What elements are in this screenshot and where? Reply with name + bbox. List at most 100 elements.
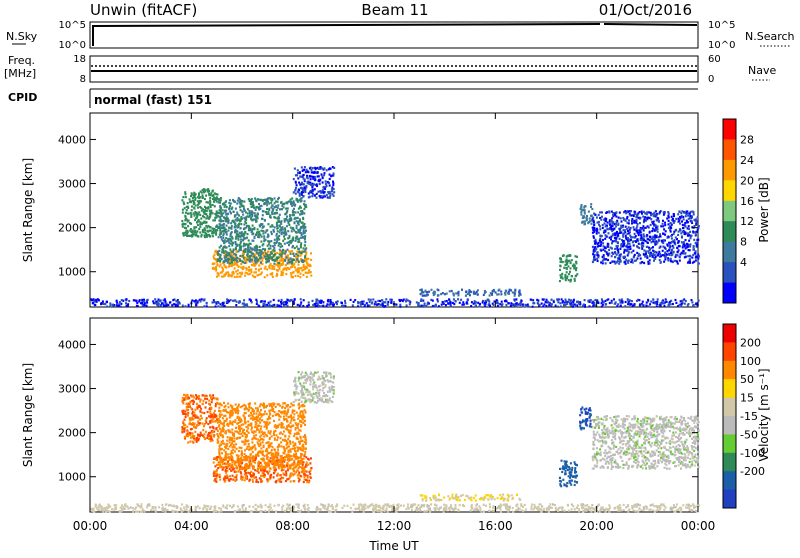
power-cell [437,300,439,302]
power-cell [273,263,275,265]
velocity-cell [146,506,148,508]
power-cell [612,253,614,255]
power-cell [627,298,629,300]
power-cell [175,304,177,306]
power-cell [322,181,324,183]
power-cell [625,263,627,265]
power-cell [570,267,572,269]
power-cell [592,217,594,219]
power-cell [262,232,264,234]
power-cell [289,215,291,217]
power-cell [452,292,454,294]
power-cell [169,302,171,304]
power-cell [688,218,690,220]
power-cell [247,255,249,257]
power-cell [258,269,260,271]
power-cell [240,247,242,249]
velocity-cell [538,509,540,511]
power-cell [277,264,279,266]
power-cell [652,228,654,230]
velocity-cell [426,510,428,512]
power-cell [323,174,325,176]
power-cell [697,254,699,256]
power-cell [294,189,296,191]
power-cell [204,236,206,238]
velocity-cell [395,508,397,510]
power-cell [633,229,635,231]
power-cell [421,292,423,294]
power-cell [504,292,506,294]
power-cell [633,215,635,217]
power-cell [689,245,691,247]
power-cell [678,221,680,223]
velocity-cell [459,504,461,506]
power-cell [127,304,129,306]
power-cell [247,233,249,235]
power-cell [200,235,202,237]
power-cell [194,197,196,199]
power-cell [672,247,674,249]
power-cell [232,242,234,244]
power-cell [624,249,626,251]
power-cell [274,250,276,252]
power-cell [312,304,314,306]
power-cell [622,241,624,243]
power-cell [248,266,250,268]
power-cell [633,226,635,228]
power-cell [196,221,198,223]
power-cell [261,230,263,232]
power-cell [409,300,411,302]
power-cell [453,303,455,305]
power-cell [297,229,299,231]
power-cell [639,304,641,306]
power-cell [496,299,498,301]
power-cell [301,222,303,224]
power-cell [573,267,575,269]
velocity-cell [182,402,184,404]
power-cell [290,253,292,255]
power-cell [184,207,186,209]
power-cell [589,218,591,220]
power-cell [542,299,544,301]
power-cell [602,227,604,229]
power-colorbar-tick-label: 20 [740,174,754,187]
power-cell [674,239,676,241]
power-cell [615,301,617,303]
power-cell [290,227,292,229]
velocity-cell [593,508,595,510]
power-cell [396,304,398,306]
power-cell [137,305,139,307]
velocity-cell [380,510,382,512]
velocity-cell [176,505,178,507]
power-cell [276,212,278,214]
power-cell [613,261,615,263]
velocity-cell [182,427,184,429]
power-cell [269,306,271,308]
power-cell [128,300,130,302]
velocity-cell [158,506,160,508]
power-cell [680,300,682,302]
power-cell [498,289,500,291]
power-cell [617,303,619,305]
power-cell [296,174,298,176]
power-cell [687,304,689,306]
power-cell [682,300,684,302]
power-cell [609,224,611,226]
velocity-cell [541,510,543,512]
power-cell [565,279,567,281]
nave-label: Nave [748,64,776,77]
power-cell [640,257,642,259]
power-cell [200,191,202,193]
velocity-cell [631,507,633,509]
velocity-cell [634,505,636,507]
velocity-cell [188,397,190,399]
power-cell [308,301,310,303]
power-cell [440,293,442,295]
power-cell [294,168,296,170]
power-cell [688,249,690,251]
velocity-cell [457,509,459,511]
power-cell [197,207,199,209]
power-cell [240,216,242,218]
power-cell [689,215,691,217]
power-cell [251,259,253,261]
